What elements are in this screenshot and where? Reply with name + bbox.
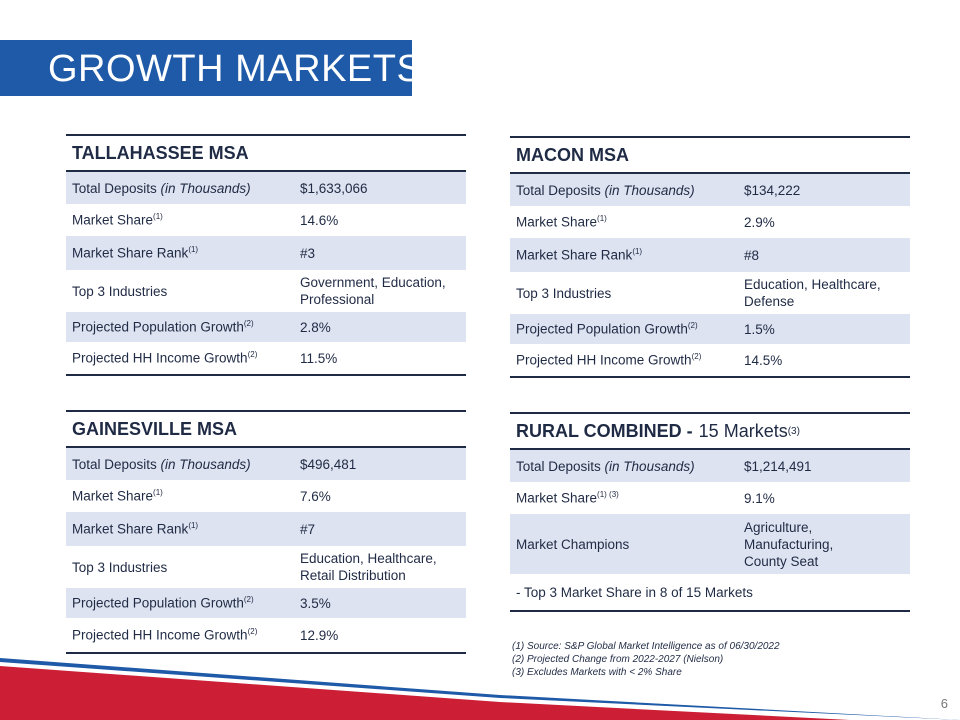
decorative-stripes: [0, 658, 960, 720]
page-number: 6: [940, 696, 948, 711]
row-label: Market Share(1): [72, 212, 163, 228]
table-row: Market Share Rank(1) #3: [66, 236, 466, 270]
panel-macon: MACON MSA Total Deposits (in Thousands) …: [510, 136, 910, 378]
panel-title-bold: RURAL COMBINED -: [516, 420, 693, 441]
table-row: Market Champions Agriculture, Manufactur…: [510, 514, 910, 574]
row-value: Education, Healthcare, Defense: [744, 277, 881, 309]
row-value: 14.6%: [300, 212, 339, 228]
row-value: 2.8%: [300, 319, 331, 335]
page-title: GROWTH MARKETS: [48, 48, 423, 90]
row-value: 1.5%: [744, 321, 775, 337]
row-label: Market Share(1): [72, 488, 163, 504]
panel-title: GAINESVILLE MSA: [66, 410, 466, 448]
table-row: Projected HH Income Growth(2) 14.5%: [510, 344, 910, 378]
row-label: Projected Population Growth(2): [72, 595, 254, 611]
row-value: 2.9%: [744, 214, 775, 230]
row-value: Agriculture, Manufacturing, County Seat: [744, 519, 834, 569]
row-label: Projected HH Income Growth(2): [516, 352, 702, 368]
panel-title-sup: (3): [787, 425, 800, 437]
row-value: $496,481: [300, 456, 357, 472]
table-row: Market Share Rank(1) #8: [510, 238, 910, 272]
row-label: Market Share Rank(1): [72, 521, 199, 537]
table-row: Projected Population Growth(2) 3.5%: [66, 588, 466, 618]
row-value: 3.5%: [300, 595, 331, 611]
table-row: Total Deposits (in Thousands) $496,481: [66, 448, 466, 480]
row-value: 14.5%: [744, 352, 783, 368]
row-value: 12.9%: [300, 627, 339, 643]
table-row: Projected HH Income Growth(2) 11.5%: [66, 342, 466, 376]
table-row: Projected Population Growth(2) 1.5%: [510, 314, 910, 344]
row-value: Government, Education, Professional: [300, 275, 446, 307]
table-row: Total Deposits (in Thousands) $134,222: [510, 174, 910, 206]
row-label: Projected HH Income Growth(2): [72, 350, 258, 366]
footnotes: (1) Source: S&P Global Market Intelligen…: [512, 640, 780, 679]
row-value: Education, Healthcare, Retail Distributi…: [300, 551, 437, 583]
table-row: Projected HH Income Growth(2) 12.9%: [66, 618, 466, 654]
row-label: Top 3 Industries: [516, 285, 612, 301]
row-label: Total Deposits (in Thousands): [516, 458, 695, 474]
panel-title: TALLAHASSEE MSA: [66, 134, 466, 172]
panel-title-light: 15 Markets: [698, 420, 788, 441]
row-label: Market Share Rank(1): [516, 247, 643, 263]
footnote-1: (1) Source: S&P Global Market Intelligen…: [512, 641, 780, 652]
row-value: 9.1%: [744, 490, 775, 506]
table-row: Top 3 Industries Education, Healthcare, …: [66, 546, 466, 588]
row-label: Top 3 Industries: [72, 559, 168, 575]
table-row: Market Share(1) 7.6%: [66, 480, 466, 512]
row-value: $134,222: [744, 182, 801, 198]
red-stripe: [0, 666, 850, 720]
row-label: Total Deposits (in Thousands): [72, 456, 251, 472]
table-row: Market Share Rank(1) #7: [66, 512, 466, 546]
row-label: Projected Population Growth(2): [72, 319, 254, 335]
footnote-3: (3) Excludes Markets with < 2% Share: [512, 667, 682, 678]
table-row: Market Share(1) 14.6%: [66, 204, 466, 236]
row-label: Projected Population Growth(2): [516, 321, 698, 337]
row-label: Total Deposits (in Thousands): [72, 180, 251, 196]
panel-gainesville: GAINESVILLE MSA Total Deposits (in Thous…: [66, 410, 466, 654]
row-label: Market Share Rank(1): [72, 245, 199, 261]
row-value: 11.5%: [300, 350, 338, 366]
panel-rural-combined: RURAL COMBINED - 15 Markets (3) Total De…: [510, 412, 910, 612]
row-label: Top 3 Industries: [72, 283, 168, 299]
table-row: Projected Population Growth(2) 2.8%: [66, 312, 466, 342]
table-row: Top 3 Industries Government, Education, …: [66, 270, 466, 312]
table-row: Market Share(1) (3) 9.1%: [510, 482, 910, 514]
table-row: Top 3 Industries Education, Healthcare, …: [510, 272, 910, 314]
row-label: Projected HH Income Growth(2): [72, 627, 258, 643]
row-value: #3: [300, 245, 316, 261]
row-value: #8: [744, 247, 760, 263]
row-label: Total Deposits (in Thousands): [516, 182, 695, 198]
row-label: Market Share(1): [516, 214, 607, 230]
footnote-2: (2) Projected Change from 2022-2027 (Nie…: [512, 654, 724, 665]
row-label: Market Share(1) (3): [516, 490, 619, 506]
rural-note: - Top 3 Market Share in 8 of 15 Markets: [510, 574, 910, 612]
panel-title: RURAL COMBINED - 15 Markets (3): [510, 412, 910, 450]
panel-title: MACON MSA: [510, 136, 910, 174]
table-row: Total Deposits (in Thousands) $1,633,066: [66, 172, 466, 204]
row-value: #7: [300, 521, 316, 537]
panel-tallahassee: TALLAHASSEE MSA Total Deposits (in Thous…: [66, 134, 466, 376]
row-label: Market Champions: [516, 536, 630, 552]
row-value: 7.6%: [300, 488, 331, 504]
row-value: $1,633,066: [300, 180, 368, 196]
table-row: Total Deposits (in Thousands) $1,214,491: [510, 450, 910, 482]
title-bar: GROWTH MARKETS: [0, 40, 422, 96]
row-value: $1,214,491: [744, 458, 812, 474]
table-row: Market Share(1) 2.9%: [510, 206, 910, 238]
